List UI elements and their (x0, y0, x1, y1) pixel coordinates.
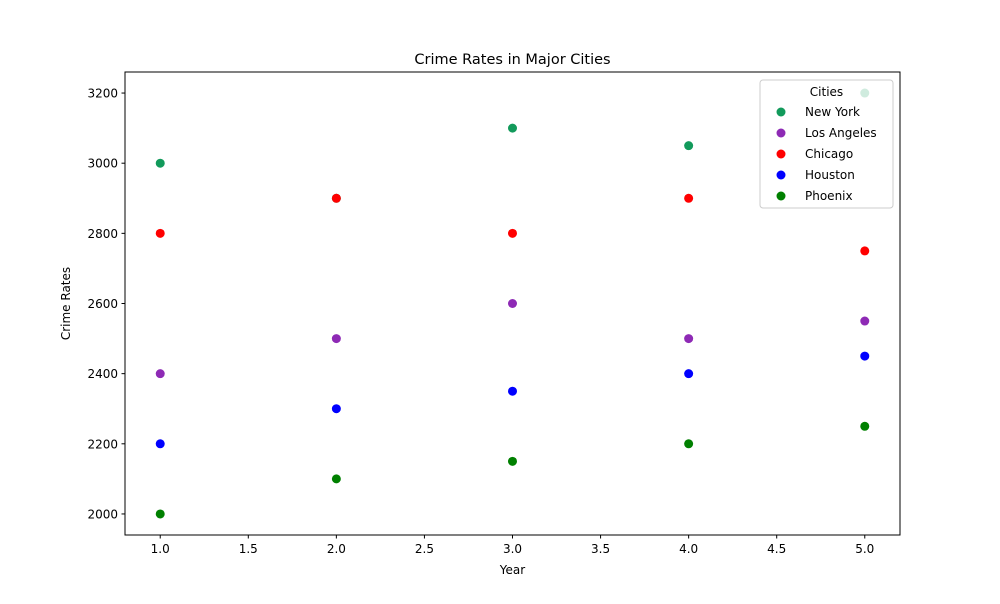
series-chicago (155, 193, 870, 256)
data-point (684, 193, 694, 203)
y-tick-label: 2400 (87, 367, 118, 381)
legend: Cities New York Los Angeles Chicago Houston… (759, 79, 894, 209)
legend-label: Houston (805, 168, 855, 182)
y-tick-label: 2000 (87, 507, 118, 521)
legend-marker (776, 191, 786, 201)
x-tick-label: 1.5 (239, 542, 258, 556)
x-tick-label: 2.0 (327, 542, 346, 556)
chart-title: Crime Rates in Major Cities (414, 52, 610, 68)
data-point (860, 246, 870, 256)
x-tick-label: 3.0 (503, 542, 522, 556)
data-point (860, 421, 870, 431)
data-point (684, 334, 694, 344)
data-point (155, 509, 165, 519)
data-point (331, 193, 341, 203)
x-tick-label: 4.5 (767, 542, 786, 556)
legend-label: Chicago (805, 147, 853, 161)
y-tick-label: 3000 (87, 157, 118, 171)
data-point (155, 439, 165, 449)
legend-title: Cities (810, 85, 843, 99)
legend-label: Phoenix (805, 189, 853, 203)
legend-label: Los Angeles (805, 126, 877, 140)
series-los-angeles (155, 299, 870, 379)
axis-ticks: 1.0 1.5 2.0 2.5 3.0 3.5 4.0 4.5 5.0 2000 2200 2400 2… (87, 87, 874, 556)
x-tick-label: 2.5 (415, 542, 434, 556)
y-tick-label: 3200 (87, 87, 118, 101)
series-phoenix (155, 421, 870, 519)
x-tick-label: 5.0 (855, 542, 874, 556)
data-points (155, 88, 870, 519)
data-point (508, 456, 517, 466)
x-tick-label: 3.5 (591, 542, 610, 556)
data-point (684, 141, 694, 151)
data-point (508, 299, 517, 308)
data-point (155, 158, 165, 168)
data-point (155, 369, 165, 379)
data-point (508, 386, 517, 396)
y-tick-label: 2600 (87, 297, 118, 311)
data-point (508, 228, 517, 238)
legend-marker (776, 128, 786, 138)
x-axis-title: Year (499, 563, 525, 577)
y-tick-label: 2800 (87, 227, 118, 241)
data-point (331, 334, 341, 344)
y-axis-title: Crime Rates (59, 267, 73, 340)
data-point (508, 123, 517, 133)
legend-marker (776, 149, 786, 159)
y-tick-label: 2200 (87, 437, 118, 451)
data-point (860, 351, 870, 361)
series-houston (155, 351, 870, 449)
data-point (684, 369, 694, 379)
x-tick-label: 4.0 (679, 542, 698, 556)
data-point (331, 404, 341, 414)
legend-label: New York (805, 105, 860, 119)
legend-box (759, 79, 894, 209)
legend-marker (776, 107, 786, 117)
x-tick-label: 1.0 (151, 542, 170, 556)
legend-marker (776, 170, 786, 180)
data-point (155, 228, 165, 238)
data-point (331, 474, 341, 484)
plot-frame (124, 71, 901, 536)
data-point (860, 316, 870, 326)
data-point (684, 439, 694, 449)
